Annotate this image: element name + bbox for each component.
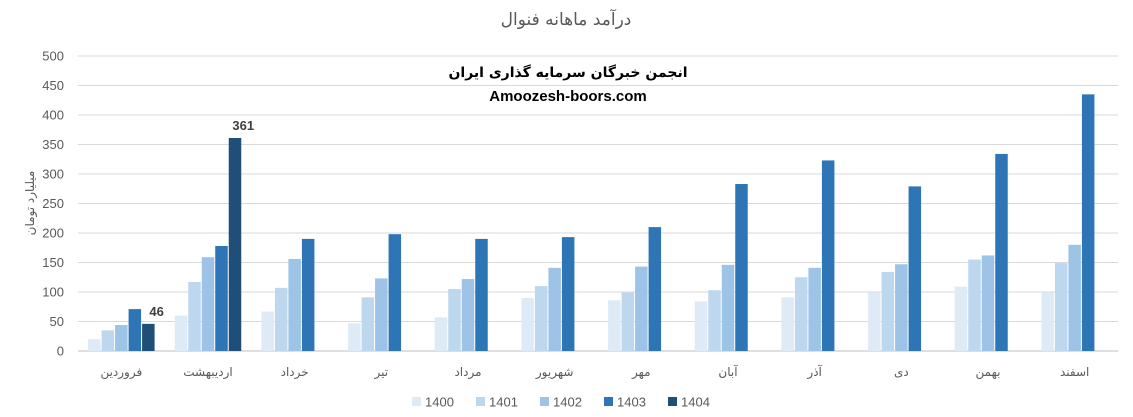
- y-tick-label: 450: [42, 78, 64, 93]
- bar-1402: [288, 258, 301, 351]
- legend-label: 1400: [425, 395, 454, 410]
- legend-swatch: [412, 397, 421, 406]
- legend-label: 1402: [553, 395, 582, 410]
- y-tick-label: 400: [42, 108, 64, 123]
- bar-1401: [361, 297, 375, 351]
- bar-1403: [301, 238, 315, 351]
- bar-1401: [274, 287, 288, 351]
- x-tick-label: دی: [894, 365, 909, 379]
- bar-1401: [1054, 263, 1068, 351]
- bar-1403: [908, 186, 922, 351]
- x-tick-label: خرداد: [281, 365, 309, 380]
- bar-1404: [142, 323, 155, 351]
- x-tick-label: اردیبهشت: [183, 365, 232, 380]
- bar-1400: [781, 297, 794, 351]
- bar-1400: [88, 339, 101, 351]
- bar-1400: [608, 300, 621, 351]
- bar-1400: [521, 297, 534, 351]
- y-tick-label: 500: [42, 49, 64, 64]
- bar-1402: [375, 278, 388, 351]
- y-tick-label: 250: [42, 196, 64, 211]
- legend-label: 1403: [617, 395, 646, 410]
- gridlines: [78, 55, 1118, 352]
- bar-1400: [1041, 292, 1054, 351]
- bar-1400: [954, 286, 968, 351]
- bar-1400: [348, 323, 361, 351]
- legend-swatch: [604, 397, 613, 406]
- y-tick-label: 350: [42, 137, 64, 152]
- bar-1401: [968, 259, 981, 351]
- x-tick-label: مرداد: [454, 365, 481, 380]
- y-axis-label: میلیارد تومان: [23, 171, 38, 236]
- bar-1402: [721, 264, 735, 351]
- bar-1403: [388, 234, 402, 351]
- x-tick-label: اسفند: [1060, 365, 1089, 379]
- bar-1400: [868, 292, 881, 351]
- bar-1402: [981, 255, 995, 351]
- bar-1402: [201, 257, 215, 351]
- x-tick-label: آذر: [806, 364, 822, 380]
- bar-1401: [534, 286, 548, 351]
- y-tick-label: 100: [42, 285, 64, 300]
- x-axis-categories: فروردین اردیبهشت خرداد تیر مرداد شهریور مهر آبا…: [100, 364, 1089, 380]
- bar-1403: [995, 153, 1008, 351]
- x-tick-label: آبان: [718, 364, 738, 379]
- y-tick-label: 300: [42, 167, 64, 182]
- bar-1402: [115, 325, 128, 351]
- watermark-line1: انجمن خبرگان سرمایه گذاری ایران: [448, 64, 687, 81]
- y-axis-ticks: 0 50 100 150 200 250 300 350 400 450 500: [42, 49, 64, 359]
- x-tick-label: بهمن: [976, 365, 1001, 380]
- bar-1400: [174, 315, 188, 351]
- bar-1401: [448, 289, 461, 351]
- bar-1402: [635, 266, 648, 351]
- bar-1403: [215, 245, 228, 351]
- legend-swatch: [476, 397, 485, 406]
- bar-1403: [735, 184, 748, 351]
- bar-1401: [188, 281, 201, 351]
- legend-swatch: [668, 397, 677, 406]
- legend-swatch: [540, 397, 549, 406]
- x-tick-label: شهریور: [535, 365, 574, 380]
- legend-label: 1401: [489, 395, 518, 410]
- data-label: 46: [149, 304, 163, 319]
- x-tick-label: مهر: [631, 365, 651, 380]
- bar-1402: [808, 267, 821, 351]
- bar-1401: [794, 277, 808, 351]
- data-label: 361: [232, 118, 254, 133]
- bar-1402: [548, 267, 561, 351]
- bar-1403: [561, 237, 575, 351]
- bar-1400: [694, 301, 708, 351]
- bar-1403: [821, 160, 835, 351]
- bar-1402: [461, 279, 475, 351]
- legend-label: 1404: [681, 395, 710, 410]
- bar-1400: [261, 311, 274, 351]
- bar-1402: [1068, 244, 1081, 351]
- y-tick-label: 150: [42, 255, 64, 270]
- bar-1401: [101, 330, 115, 351]
- x-tick-label: تیر: [374, 365, 389, 380]
- data-labels: 46 361: [149, 118, 254, 319]
- bar-1403: [648, 227, 662, 351]
- bar-1400: [434, 317, 448, 351]
- watermark-line2: Amoozesh-boors.com: [489, 88, 647, 105]
- bars: [88, 94, 1095, 351]
- bar-1403: [128, 309, 142, 351]
- bar-1401: [708, 290, 721, 351]
- bar-1402: [895, 264, 908, 351]
- x-tick-label: فروردین: [100, 365, 142, 380]
- bar-1401: [621, 292, 635, 351]
- legend: 1400 1401 1402 1403 1404: [412, 395, 710, 410]
- y-tick-label: 200: [42, 226, 64, 241]
- chart-title: درآمد ماهانه فنوال: [501, 8, 632, 30]
- bar-1403: [475, 238, 488, 351]
- bar-1404: [228, 138, 242, 351]
- bar-1401: [881, 271, 895, 351]
- y-tick-label: 50: [50, 314, 64, 329]
- bar-1403: [1081, 94, 1095, 351]
- y-tick-label: 0: [57, 344, 64, 359]
